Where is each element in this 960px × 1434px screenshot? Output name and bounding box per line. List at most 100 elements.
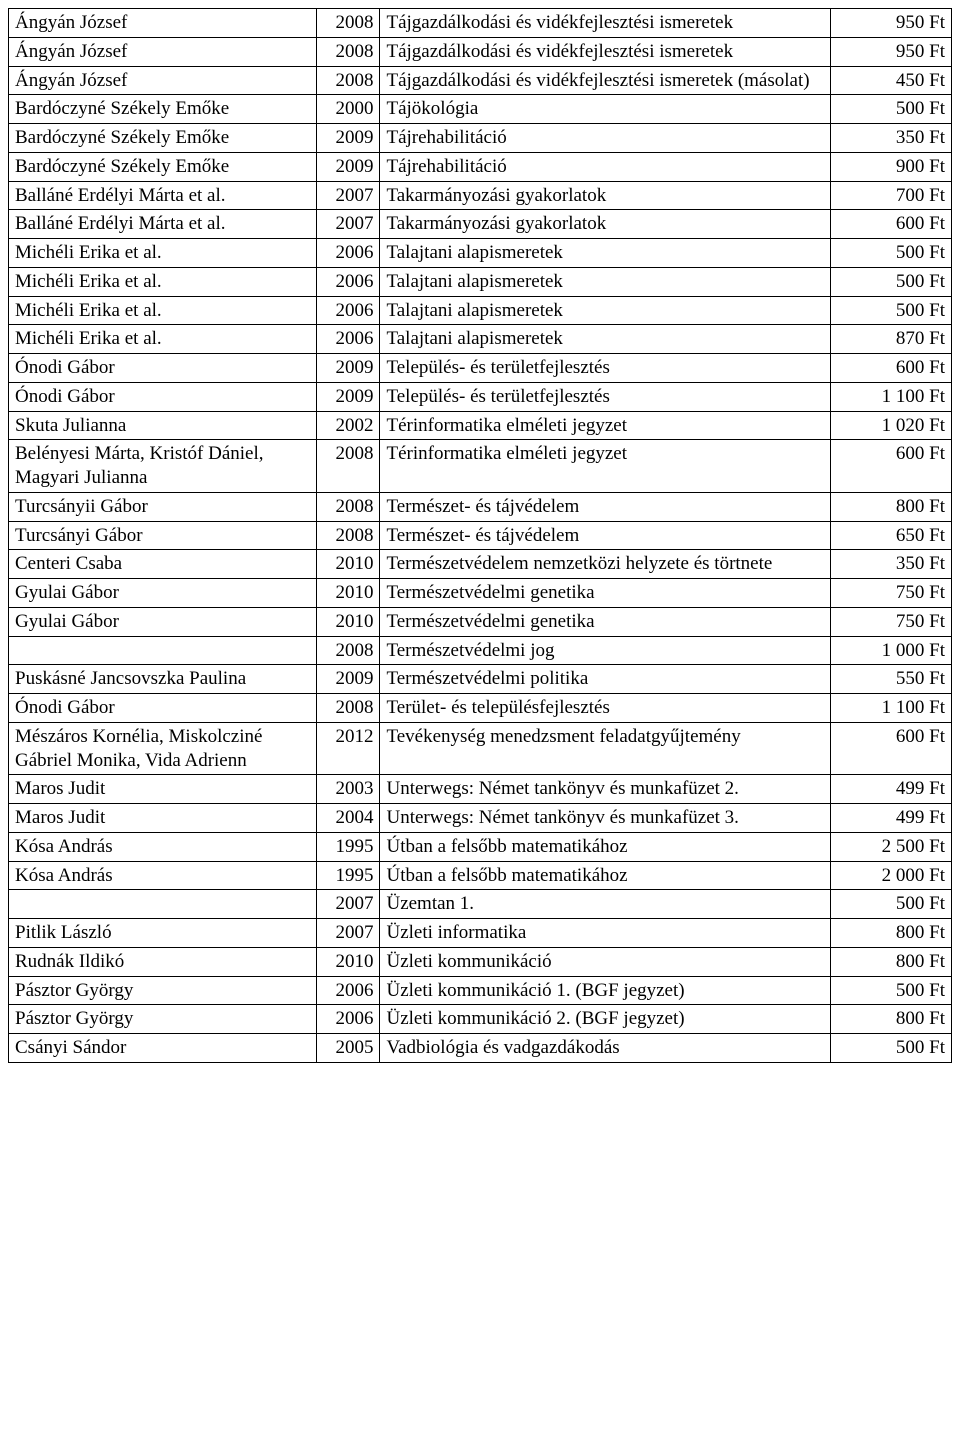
table-row: Kósa András1995Útban a felsőbb matematik… bbox=[9, 861, 952, 890]
author-cell bbox=[9, 890, 317, 919]
title-cell: Térinformatika elméleti jegyzet bbox=[380, 440, 831, 493]
table-row: Mészáros Kornélia, Miskolcziné Gábriel M… bbox=[9, 722, 952, 775]
price-cell: 2 500 Ft bbox=[831, 832, 952, 861]
title-cell: Tájgazdálkodási és vidékfejlesztési isme… bbox=[380, 9, 831, 38]
year-cell: 2010 bbox=[316, 579, 380, 608]
table-row: Rudnák Ildikó2010Üzleti kommunikáció800 … bbox=[9, 947, 952, 976]
title-cell: Üzleti kommunikáció bbox=[380, 947, 831, 976]
price-cell: 870 Ft bbox=[831, 325, 952, 354]
price-cell: 1 020 Ft bbox=[831, 411, 952, 440]
year-cell: 2008 bbox=[316, 521, 380, 550]
price-cell: 600 Ft bbox=[831, 354, 952, 383]
title-cell: Takarmányozási gyakorlatok bbox=[380, 181, 831, 210]
price-cell: 550 Ft bbox=[831, 665, 952, 694]
year-cell: 1995 bbox=[316, 832, 380, 861]
table-row: Balláné Erdélyi Márta et al.2007Takarmán… bbox=[9, 181, 952, 210]
title-cell: Település- és területfejlesztés bbox=[380, 382, 831, 411]
title-cell: Tájrehabilitáció bbox=[380, 152, 831, 181]
author-cell: Balláné Erdélyi Márta et al. bbox=[9, 181, 317, 210]
price-cell: 499 Ft bbox=[831, 804, 952, 833]
table-row: Bardóczyné Székely Emőke2009Tájrehabilit… bbox=[9, 152, 952, 181]
table-row: Belényesi Márta, Kristóf Dániel, Magyari… bbox=[9, 440, 952, 493]
title-cell: Talajtani alapismeretek bbox=[380, 325, 831, 354]
author-cell: Mészáros Kornélia, Miskolcziné Gábriel M… bbox=[9, 722, 317, 775]
year-cell: 2009 bbox=[316, 382, 380, 411]
price-cell: 500 Ft bbox=[831, 267, 952, 296]
year-cell: 2006 bbox=[316, 325, 380, 354]
price-cell: 950 Ft bbox=[831, 37, 952, 66]
title-cell: Természetvédelmi genetika bbox=[380, 607, 831, 636]
year-cell: 2000 bbox=[316, 95, 380, 124]
price-cell: 800 Ft bbox=[831, 1005, 952, 1034]
year-cell: 2007 bbox=[316, 890, 380, 919]
price-cell: 900 Ft bbox=[831, 152, 952, 181]
price-cell: 500 Ft bbox=[831, 890, 952, 919]
title-cell: Üzemtan 1. bbox=[380, 890, 831, 919]
author-cell: Ónodi Gábor bbox=[9, 354, 317, 383]
year-cell: 2006 bbox=[316, 239, 380, 268]
author-cell: Michéli Erika et al. bbox=[9, 267, 317, 296]
title-cell: Üzleti informatika bbox=[380, 919, 831, 948]
author-cell: Rudnák Ildikó bbox=[9, 947, 317, 976]
table-row: Turcsányii Gábor2008Természet- és tájvéd… bbox=[9, 492, 952, 521]
price-cell: 600 Ft bbox=[831, 440, 952, 493]
table-row: Michéli Erika et al.2006Talajtani alapis… bbox=[9, 239, 952, 268]
author-cell: Turcsányi Gábor bbox=[9, 521, 317, 550]
year-cell: 2009 bbox=[316, 665, 380, 694]
author-cell: Gyulai Gábor bbox=[9, 607, 317, 636]
price-cell: 500 Ft bbox=[831, 976, 952, 1005]
title-cell: Térinformatika elméleti jegyzet bbox=[380, 411, 831, 440]
table-row: Centeri Csaba2010Természetvédelem nemzet… bbox=[9, 550, 952, 579]
year-cell: 2004 bbox=[316, 804, 380, 833]
year-cell: 1995 bbox=[316, 861, 380, 890]
title-cell: Természetvédelem nemzetközi helyzete és … bbox=[380, 550, 831, 579]
author-cell: Maros Judit bbox=[9, 775, 317, 804]
price-cell: 350 Ft bbox=[831, 550, 952, 579]
year-cell: 2010 bbox=[316, 607, 380, 636]
table-row: Ónodi Gábor2008Terület- és településfejl… bbox=[9, 694, 952, 723]
table-row: Ángyán József2008Tájgazdálkodási és vidé… bbox=[9, 66, 952, 95]
table-row: Ónodi Gábor2009Település- és területfejl… bbox=[9, 354, 952, 383]
author-cell: Bardóczyné Székely Emőke bbox=[9, 95, 317, 124]
title-cell: Tevékenység menedzsment feladatgyűjtemén… bbox=[380, 722, 831, 775]
title-cell: Tájgazdálkodási és vidékfejlesztési isme… bbox=[380, 66, 831, 95]
author-cell: Ónodi Gábor bbox=[9, 382, 317, 411]
year-cell: 2008 bbox=[316, 694, 380, 723]
table-row: Pásztor György2006Üzleti kommunikáció 2.… bbox=[9, 1005, 952, 1034]
year-cell: 2008 bbox=[316, 66, 380, 95]
price-cell: 499 Ft bbox=[831, 775, 952, 804]
author-cell: Skuta Julianna bbox=[9, 411, 317, 440]
author-cell: Balláné Erdélyi Márta et al. bbox=[9, 210, 317, 239]
author-cell: Gyulai Gábor bbox=[9, 579, 317, 608]
price-cell: 950 Ft bbox=[831, 9, 952, 38]
price-cell: 500 Ft bbox=[831, 239, 952, 268]
author-cell: Turcsányii Gábor bbox=[9, 492, 317, 521]
book-table-body: Ángyán József2008Tájgazdálkodási és vidé… bbox=[9, 9, 952, 1063]
year-cell: 2008 bbox=[316, 440, 380, 493]
table-row: Pásztor György2006Üzleti kommunikáció 1.… bbox=[9, 976, 952, 1005]
price-cell: 500 Ft bbox=[831, 95, 952, 124]
table-row: Ángyán József2008Tájgazdálkodási és vidé… bbox=[9, 9, 952, 38]
price-cell: 350 Ft bbox=[831, 124, 952, 153]
price-cell: 450 Ft bbox=[831, 66, 952, 95]
year-cell: 2007 bbox=[316, 210, 380, 239]
table-row: Bardóczyné Székely Emőke2009Tájrehabilit… bbox=[9, 124, 952, 153]
title-cell: Terület- és településfejlesztés bbox=[380, 694, 831, 723]
table-row: Ángyán József2008Tájgazdálkodási és vidé… bbox=[9, 37, 952, 66]
year-cell: 2009 bbox=[316, 152, 380, 181]
title-cell: Üzleti kommunikáció 2. (BGF jegyzet) bbox=[380, 1005, 831, 1034]
year-cell: 2006 bbox=[316, 296, 380, 325]
price-cell: 500 Ft bbox=[831, 296, 952, 325]
author-cell: Michéli Erika et al. bbox=[9, 325, 317, 354]
price-cell: 750 Ft bbox=[831, 607, 952, 636]
table-row: Maros Judit2004Unterwegs: Német tankönyv… bbox=[9, 804, 952, 833]
price-cell: 600 Ft bbox=[831, 210, 952, 239]
price-cell: 1 100 Ft bbox=[831, 382, 952, 411]
table-row: Skuta Julianna2002Térinformatika elmélet… bbox=[9, 411, 952, 440]
author-cell: Bardóczyné Székely Emőke bbox=[9, 124, 317, 153]
title-cell: Takarmányozási gyakorlatok bbox=[380, 210, 831, 239]
year-cell: 2008 bbox=[316, 37, 380, 66]
price-cell: 800 Ft bbox=[831, 492, 952, 521]
title-cell: Unterwegs: Német tankönyv és munkafüzet … bbox=[380, 775, 831, 804]
year-cell: 2007 bbox=[316, 919, 380, 948]
